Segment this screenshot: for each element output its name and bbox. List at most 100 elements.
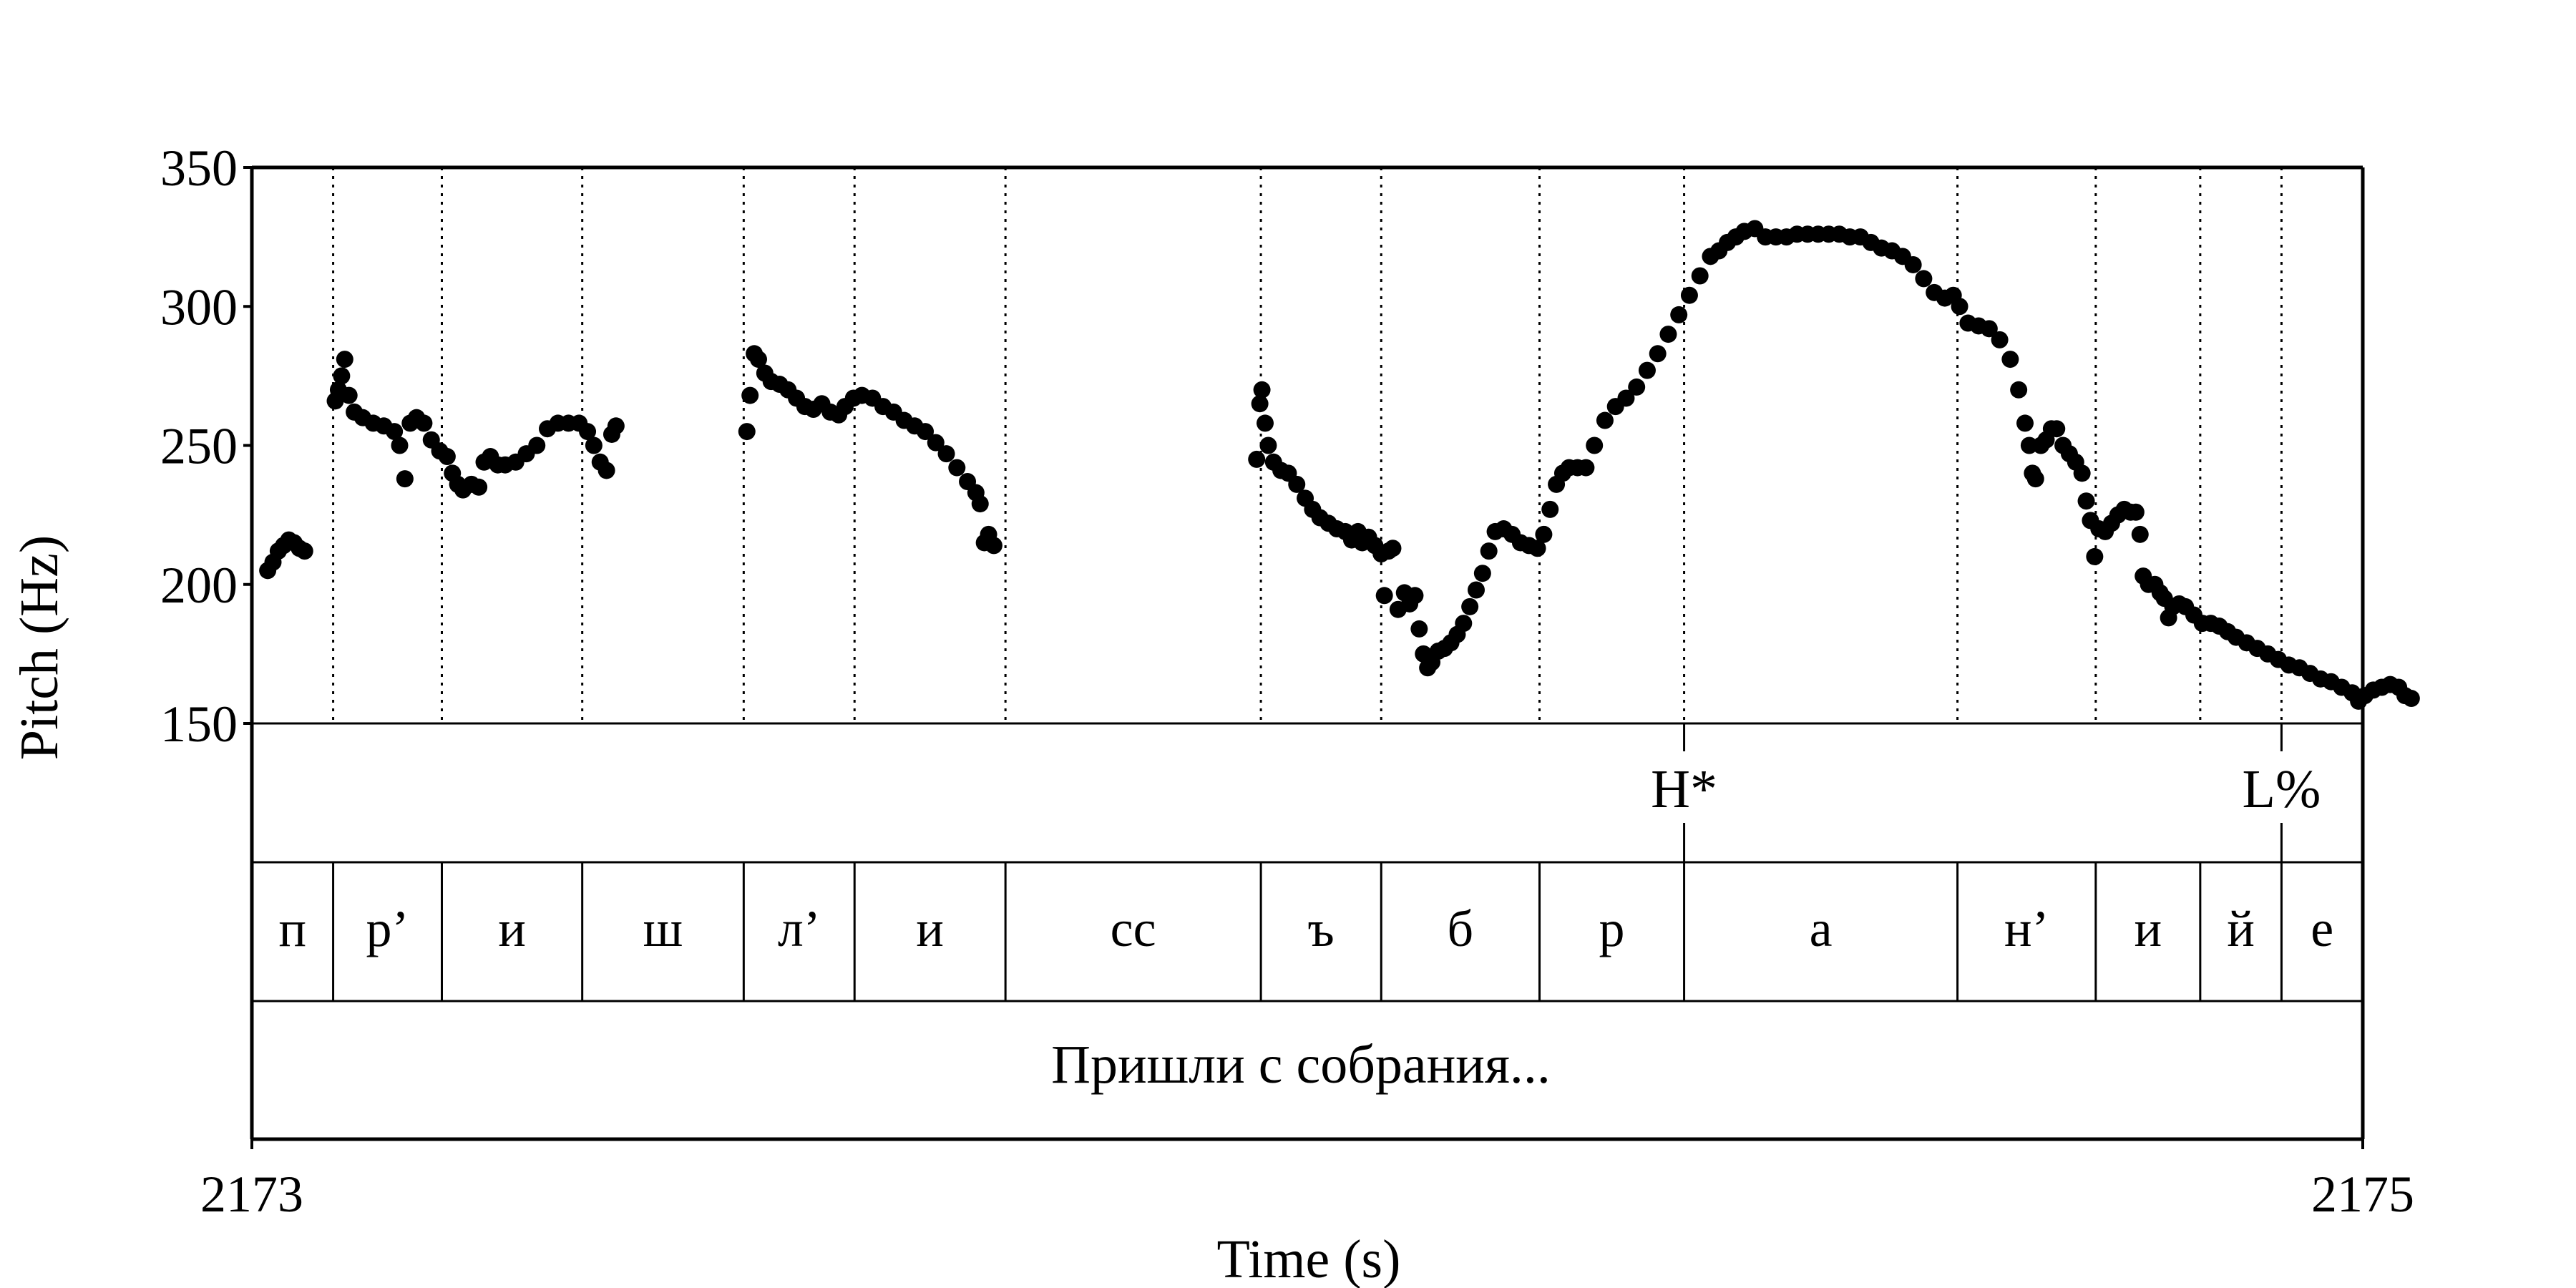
pitch-point (1406, 587, 1424, 605)
pitch-point (985, 537, 1002, 555)
pitch-point (738, 423, 756, 441)
pitch-point (1473, 565, 1491, 582)
pitch-point (607, 417, 625, 435)
pitch-point (333, 367, 351, 385)
pitch-point (971, 495, 989, 513)
tone-tier: H* L% (1651, 723, 2321, 862)
x-tick-label: 2175 (2311, 1166, 2414, 1223)
pitch-point (937, 445, 955, 463)
pitch-point (1257, 414, 1274, 432)
x-axis: 2173 2175 (200, 1139, 2414, 1223)
pitch-point (927, 434, 945, 452)
segment-label: р’ (366, 900, 409, 957)
pitch-point (1691, 267, 1709, 285)
segment-label: ш (643, 900, 683, 957)
pitch-point (1468, 581, 1485, 599)
segment-label: й (2227, 900, 2255, 957)
pitch-point (1528, 540, 1546, 557)
pitch-point (585, 436, 602, 454)
tone-label: L% (2243, 759, 2321, 819)
pitch-point (296, 542, 313, 560)
pitch-point (336, 351, 353, 369)
pitch-point (597, 462, 615, 479)
pitch-point (340, 386, 358, 404)
pitch-point (1991, 331, 2009, 348)
segment-label: а (1810, 900, 1833, 957)
segment-boundary-lines (332, 167, 2283, 723)
y-axis: 150 200 250 300 350 (160, 140, 252, 753)
pitch-point (2086, 547, 2104, 565)
pitch-points (259, 220, 2420, 710)
pitch-point (1541, 500, 1559, 518)
pitch-point (1670, 306, 1688, 323)
y-tick-label: 300 (160, 278, 238, 336)
pitch-point (1251, 395, 1269, 413)
pitch-point (1904, 255, 1922, 273)
pitch-point (396, 470, 414, 488)
y-tick-label: 250 (160, 418, 238, 475)
segment-label: е (2311, 900, 2333, 957)
pitch-point (2001, 351, 2019, 369)
segment-label: и (916, 900, 944, 957)
pitch-point (1649, 345, 1667, 363)
pitch-point (1375, 587, 1393, 605)
segment-label: б (1448, 900, 1474, 957)
pitch-point (1577, 459, 1595, 477)
pitch-point (1617, 389, 1635, 407)
pitch-point (1659, 326, 1677, 343)
pitch-point (2073, 464, 2091, 482)
pitch-point (2048, 420, 2066, 438)
tone-label: H* (1651, 759, 1717, 819)
pitch-point (1384, 540, 1402, 557)
segment-label: сс (1111, 900, 1156, 957)
segment-label: и (498, 900, 526, 957)
y-tick-label: 200 (160, 557, 238, 614)
pitch-point (528, 436, 546, 454)
y-tick-label: 350 (160, 140, 238, 197)
pitch-point (2016, 414, 2034, 432)
pitch-point (1455, 615, 1473, 633)
y-axis-title: Pitch (Hz) (9, 535, 69, 760)
pitch-point (1638, 361, 1656, 379)
utterance-tier: Пришли с собрания... (1051, 1035, 1551, 1095)
pitch-point (415, 414, 433, 432)
pitch-point (1410, 620, 1428, 638)
segment-label: ъ (1308, 900, 1335, 957)
pitch-point (948, 459, 966, 477)
pitch-point (1288, 475, 1306, 493)
pitch-point (2026, 470, 2044, 488)
pitch-point (579, 423, 597, 441)
pitch-point (741, 386, 759, 404)
pitch-point (2077, 492, 2095, 510)
x-axis-title: Time (s) (1217, 1229, 1401, 1288)
pitch-point (917, 423, 935, 441)
pitch-point (386, 423, 404, 441)
x-tick-label: 2173 (200, 1166, 303, 1223)
pitch-point (1259, 436, 1277, 454)
pitch-point (438, 448, 456, 466)
pitch-point (2131, 525, 2149, 543)
segment-label: л’ (778, 900, 821, 957)
pitch-point (1248, 450, 1266, 468)
pitch-point (1596, 411, 1614, 429)
pitch-point (2127, 503, 2145, 521)
pitch-point (1461, 597, 1479, 615)
pitch-point (1680, 286, 1698, 304)
pitch-point (391, 436, 409, 454)
segment-label: р (1599, 900, 1625, 957)
pitch-point (1951, 298, 1968, 316)
pitch-point (470, 478, 488, 496)
pitch-point (1915, 270, 1933, 288)
pitch-point (1980, 320, 1998, 338)
plot-frame (250, 165, 2365, 1141)
segment-label: н’ (2004, 900, 2049, 957)
pitch-point (2402, 690, 2420, 708)
segment-label: п (279, 900, 307, 957)
pitch-point (1628, 378, 1646, 396)
pitch-point (1480, 542, 1498, 560)
y-tick-label: 150 (160, 696, 238, 753)
pitch-point (2010, 381, 2028, 399)
pitch-point (750, 351, 767, 369)
utterance-label: Пришли с собрания... (1051, 1035, 1551, 1095)
